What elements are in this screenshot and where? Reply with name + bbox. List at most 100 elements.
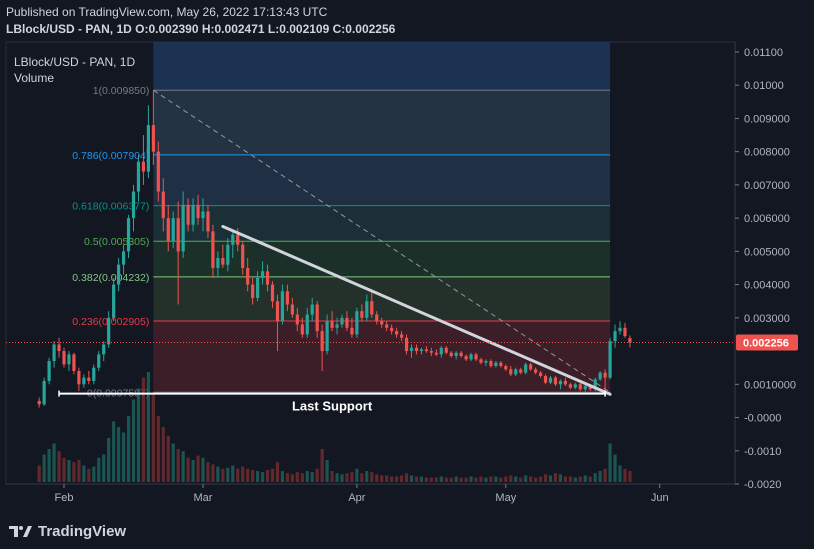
support-line[interactable]: Last Support <box>58 390 606 414</box>
y-tick-label: 0.006000 <box>744 213 790 225</box>
volume-bar <box>146 372 150 482</box>
candle-body <box>251 284 255 298</box>
volume-bar <box>57 451 61 482</box>
volume-bar <box>593 473 597 482</box>
volume-bar <box>107 438 111 482</box>
volume-bar <box>231 465 235 482</box>
candle-body <box>290 304 294 315</box>
y-axis[interactable]: 0.01100 0.01000 0.009000 0.008000 0.007000 0.… <box>735 47 796 491</box>
volume-bar <box>583 475 587 482</box>
candle-body <box>156 151 160 192</box>
volume-bar <box>444 477 448 482</box>
price-chart[interactable]: 1(0.009850) 0.786(0.007904) 0.618(0.006377… <box>0 0 814 520</box>
candle-body <box>618 327 622 332</box>
legend-volume: Volume <box>14 71 54 85</box>
candle-body <box>489 361 493 367</box>
candle-body <box>563 380 567 385</box>
volume-bar <box>350 472 354 482</box>
candle-body <box>603 372 607 378</box>
volume-bar <box>171 443 175 482</box>
volume-bar <box>395 476 399 482</box>
volume-bar <box>280 471 285 482</box>
volume-bar <box>484 477 488 482</box>
volume-bar <box>419 476 424 482</box>
candle-body <box>538 372 543 376</box>
candle-body <box>226 244 230 265</box>
candle-body <box>176 218 180 252</box>
volume-bar <box>360 473 364 482</box>
volume-bar <box>538 476 543 482</box>
tradingview-footer[interactable]: TradingView <box>8 520 126 542</box>
volume-bar <box>305 471 309 482</box>
fib-band <box>153 320 611 393</box>
volume-bar <box>424 477 428 482</box>
volume-bar <box>529 476 533 482</box>
candle-body <box>72 354 76 372</box>
volume-bar <box>409 475 414 482</box>
fib-band <box>153 154 611 206</box>
volume-bar <box>454 476 458 482</box>
volume-bar <box>613 454 617 482</box>
fibonacci-retracement[interactable]: 1(0.009850) 0.786(0.007904) 0.618(0.006377… <box>72 42 611 399</box>
volume-bar <box>151 394 155 482</box>
candle-body <box>126 218 131 252</box>
volume-bar <box>176 449 180 482</box>
volume-bar <box>370 472 374 482</box>
candle-body <box>613 331 617 342</box>
candle-body <box>121 251 126 265</box>
volume-bar <box>504 476 508 482</box>
volume-bar <box>563 476 567 482</box>
x-tick-label: Jun <box>651 492 669 504</box>
candle-body <box>454 352 458 357</box>
volume-bar <box>459 477 463 482</box>
volume-bar <box>474 477 478 482</box>
candle-body <box>370 301 374 315</box>
volume-bar <box>166 435 170 482</box>
volume-bar <box>464 477 468 482</box>
x-tick-label: May <box>495 492 516 504</box>
candle-body <box>305 314 309 335</box>
volume-bar <box>87 468 91 482</box>
candle-body <box>424 349 428 352</box>
volume-bar <box>121 432 126 482</box>
volume-bar <box>568 476 572 482</box>
volume-bar <box>295 472 299 482</box>
volume-bar <box>524 475 528 482</box>
fib-level-label: 0.5(0.005305) <box>84 236 149 248</box>
volume-bar <box>414 476 419 482</box>
candle-body <box>196 204 200 219</box>
volume-bar <box>131 399 136 482</box>
y-tick-label: -0.0020 <box>744 479 781 491</box>
volume-bar <box>265 469 270 482</box>
candle-body <box>270 284 275 302</box>
diagonal-line[interactable] <box>153 89 611 393</box>
last-price-badge: 0.002256 <box>6 334 798 351</box>
candle-body <box>444 347 448 353</box>
candle-body <box>191 204 195 225</box>
candle-body <box>211 231 215 268</box>
volume-bar <box>102 454 106 482</box>
volume-bar <box>67 460 71 482</box>
candle-body <box>102 344 106 355</box>
volume-bar <box>573 477 577 482</box>
volume-bar <box>375 474 379 482</box>
candle-body <box>429 351 433 353</box>
volume-bar <box>489 476 493 482</box>
volume-bar <box>290 474 294 482</box>
candle-body <box>385 324 389 328</box>
volume-bar <box>335 473 339 482</box>
volume-bar <box>117 427 121 482</box>
candle-body <box>300 324 304 335</box>
volume-bar <box>429 477 433 482</box>
candle-body <box>399 334 404 338</box>
candle-body <box>92 367 96 381</box>
trendline-segment <box>221 224 612 396</box>
y-tick-label: 0.009000 <box>744 113 790 125</box>
candle-body <box>181 204 185 252</box>
candle-body <box>514 369 518 375</box>
candle-body <box>548 377 553 383</box>
trendline[interactable] <box>221 224 612 396</box>
candle-body <box>82 377 86 385</box>
x-axis[interactable]: Feb Mar Apr May Jun <box>55 484 669 504</box>
fib-band <box>153 276 611 321</box>
